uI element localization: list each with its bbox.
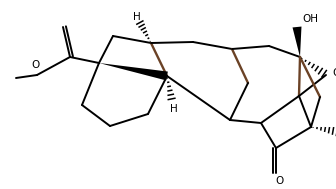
Text: O: O <box>332 68 336 78</box>
Text: O: O <box>31 60 39 70</box>
Text: H: H <box>170 104 178 114</box>
Text: OH: OH <box>302 14 318 24</box>
Text: O: O <box>275 176 283 186</box>
Polygon shape <box>293 26 301 57</box>
Polygon shape <box>99 63 168 81</box>
Text: H: H <box>133 12 141 22</box>
